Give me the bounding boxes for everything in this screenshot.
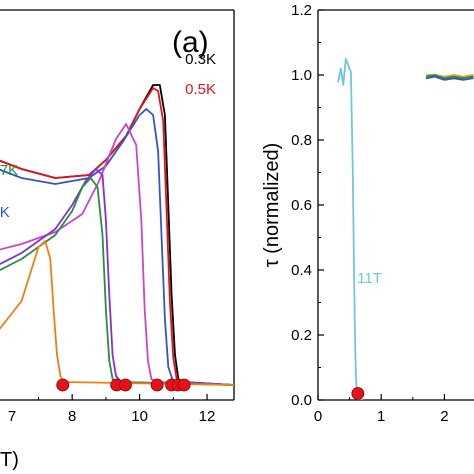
panel-a-transition-marker (119, 378, 132, 392)
panel-a-x-tick-label: 10 (131, 408, 148, 425)
panel-b-ticks: 0 1 2 0.0 0.2 0.4 0.6 0.8 1.0 1.2 (291, 2, 448, 425)
panel-b-y-tick-label: 1.2 (291, 2, 312, 19)
panel-b-y-tick-label: 0.2 (291, 327, 312, 344)
panel-a-transition-marker (150, 378, 164, 392)
panel-a-x-tick-label: 8 (68, 408, 76, 425)
panel-a-series-line-1 (0, 87, 234, 386)
panel-a-series-line-2 (0, 108, 234, 386)
panel-a-transition-marker (177, 378, 191, 392)
panel-b-y-tick-label: 0.4 (291, 262, 312, 279)
panel-b-transition-marker (351, 387, 365, 400)
panel-a-panel-label: (a) (172, 26, 209, 59)
panel-b-series-line-0 (337, 57, 364, 400)
panel-b-y-tick-label: 1.0 (291, 67, 312, 84)
panel-b-series-label: 11T (357, 270, 382, 287)
panel-a-series-label: 0.3K (185, 51, 216, 68)
panel-a-series-label: 7K (0, 162, 18, 179)
panel-a-series (0, 84, 234, 386)
panel-a-series-label: K (0, 204, 10, 221)
panel-b-series-line-3 (425, 75, 474, 81)
panel-a-series-line-4 (0, 168, 234, 386)
panel-a-ticks: 8 10 12 (37, 394, 216, 425)
panel-a-series-label: 0.5K (185, 81, 216, 98)
panel-a-series-line-5 (0, 177, 234, 386)
panel-a-x-axis-title: T) (0, 449, 19, 471)
panel-a-markers (56, 378, 191, 392)
panel-a: 8 10 12 0.3K 0.5K 7K K (a) 7 T) (0, 9, 235, 471)
panel-a-series-labels: 0.3K 0.5K 7K K (0, 51, 216, 221)
panel-a-x-tick-label: 12 (199, 408, 216, 425)
panel-b-x-tick-label: 0 (314, 408, 322, 425)
panel-a-transition-marker (56, 378, 70, 392)
panel-b-markers (351, 387, 365, 400)
panel-a-series-line-0 (0, 84, 234, 386)
panel-b-y-tick-label: 0.8 (291, 132, 312, 149)
panel-b-y-tick-label: 0.0 (291, 392, 312, 409)
panel-a-axes (0, 9, 235, 401)
panel-a-partial-tick-label: 7 (8, 408, 16, 425)
panel-b-x-tick-label: 2 (440, 408, 448, 425)
panel-b: 0 1 2 0.0 0.2 0.4 0.6 0.8 1.0 1.2 11T τ (normaliz… (261, 2, 474, 425)
panel-b-x-tick-label: 1 (377, 408, 385, 425)
panel-b-series (337, 57, 474, 400)
panel-b-series-labels: 11T (357, 270, 382, 287)
panel-b-y-axis-title: τ (normalized) (261, 143, 283, 268)
panel-a-series-line-3 (0, 123, 234, 386)
panel-a-series-line-6 (0, 240, 234, 386)
panel-b-series-line-2 (425, 74, 474, 80)
panel-b-y-tick-label: 0.6 (291, 197, 312, 214)
